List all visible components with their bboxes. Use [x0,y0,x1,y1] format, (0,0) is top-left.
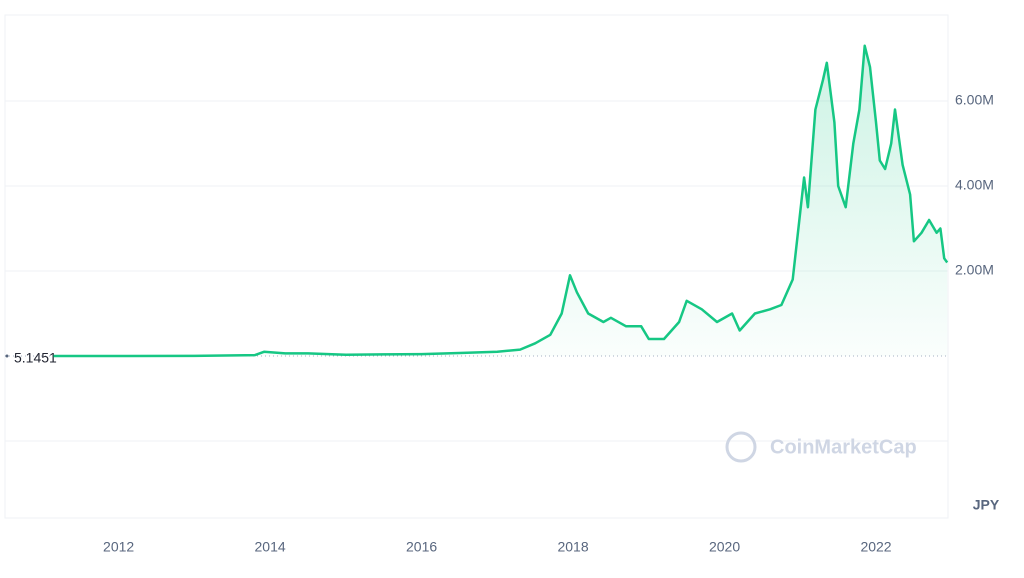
x-tick-label: 2014 [255,539,286,555]
currency-label: JPY [973,497,1000,513]
x-tick-label: 2020 [709,539,740,555]
y-tick-label: 6.00M [955,92,994,108]
y-tick-label: 2.00M [955,262,994,278]
x-tick-label: 2022 [860,539,891,555]
watermark: CoinMarketCap [725,431,917,463]
plot-frame [4,14,949,519]
area [53,45,948,357]
y-tick-label: 4.00M [955,177,994,193]
x-tick-label: 2018 [557,539,588,555]
x-tick-label: 2012 [103,539,134,555]
baseline-dot [5,354,9,358]
price-line [53,44,949,358]
baseline-label: 5.1451 [14,350,57,366]
watermark-text: CoinMarketCap [770,436,917,458]
watermark-logo [725,431,757,463]
x-tick-label: 2016 [406,539,437,555]
